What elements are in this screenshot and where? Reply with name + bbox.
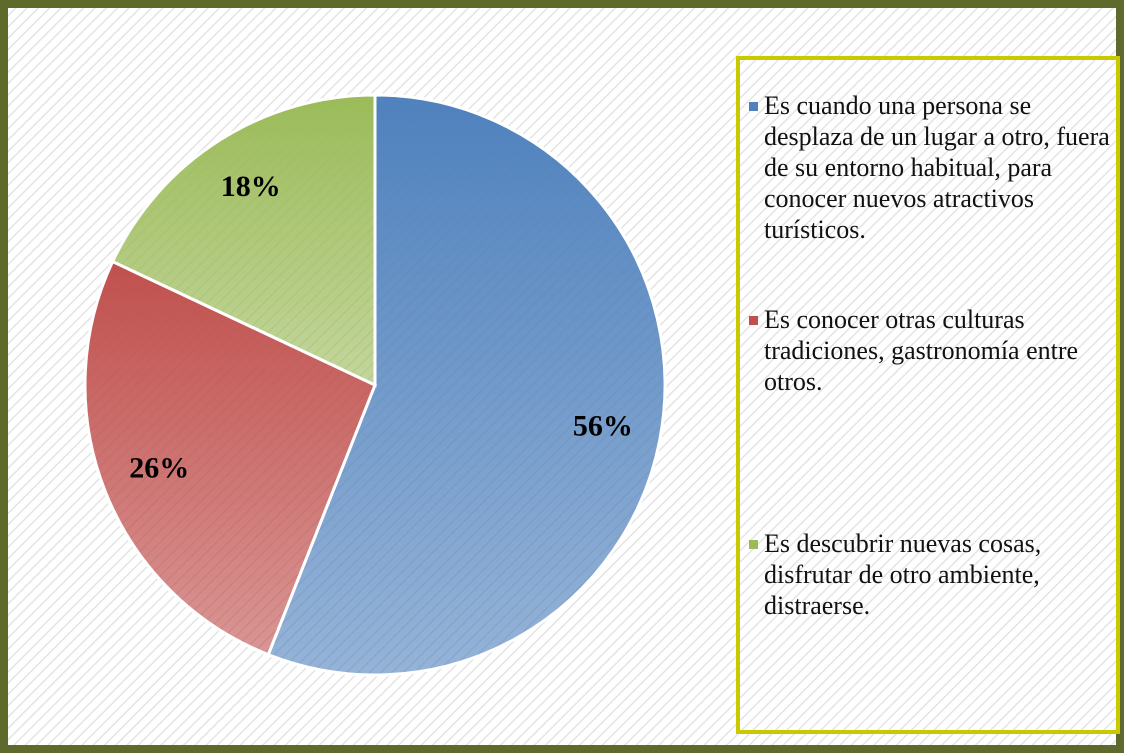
legend-label: Es cuando una persona se desplaza de un … xyxy=(764,91,1110,244)
data-label: 56% xyxy=(573,409,633,442)
legend-swatch xyxy=(749,540,758,549)
pie-slice xyxy=(266,93,667,677)
legend-label: Es descubrir nuevas cosas, disfrutar de … xyxy=(764,529,1042,620)
legend-swatch xyxy=(749,102,758,111)
data-label: 26% xyxy=(129,451,189,484)
legend-box xyxy=(736,56,1120,734)
legend-swatch xyxy=(749,316,758,325)
pie-slice xyxy=(110,93,377,388)
data-label: 18% xyxy=(221,170,281,203)
pie-slice xyxy=(83,259,377,657)
legend-label: Es conocer otras culturas tradiciones, g… xyxy=(764,305,1079,396)
